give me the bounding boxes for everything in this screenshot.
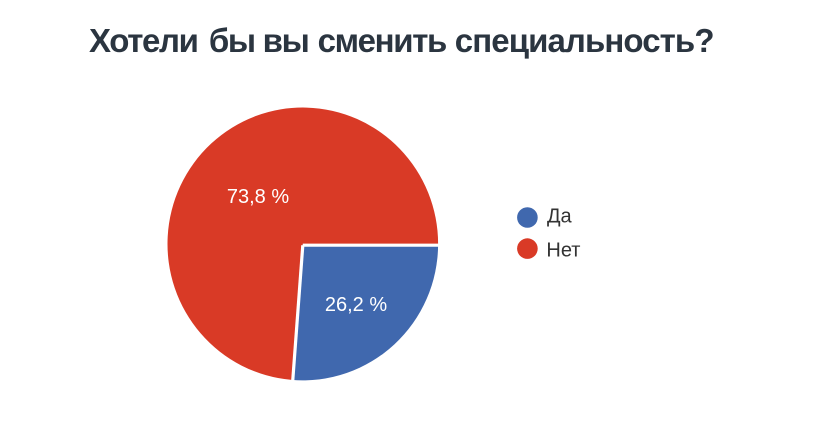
svg-text:73,8 %: 73,8 % [227,186,289,208]
svg-text:26,2 %: 26,2 % [325,294,387,316]
svg-text:Нет: Нет [546,240,580,262]
svg-text:Да: Да [547,206,573,228]
